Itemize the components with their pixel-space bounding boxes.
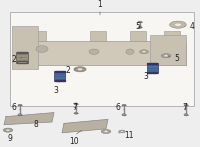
Bar: [12, 26, 38, 69]
Bar: [164, 31, 180, 41]
Text: 2: 2: [65, 66, 70, 75]
Ellipse shape: [74, 112, 78, 114]
Ellipse shape: [18, 114, 22, 115]
Bar: [54, 71, 65, 81]
Polygon shape: [62, 119, 108, 133]
Ellipse shape: [89, 49, 99, 54]
Ellipse shape: [170, 21, 186, 28]
Ellipse shape: [126, 49, 134, 54]
Bar: [16, 52, 28, 62]
Ellipse shape: [6, 129, 10, 131]
Ellipse shape: [3, 128, 13, 132]
Text: 11: 11: [124, 131, 134, 140]
Text: 5: 5: [174, 54, 179, 63]
Ellipse shape: [18, 104, 22, 106]
Ellipse shape: [121, 131, 123, 132]
Ellipse shape: [74, 67, 86, 72]
Bar: [147, 72, 157, 73]
Bar: [130, 31, 146, 41]
Text: 1: 1: [98, 0, 102, 9]
Bar: [16, 41, 186, 65]
Ellipse shape: [122, 114, 126, 115]
Text: 6: 6: [115, 103, 120, 112]
Text: 5: 5: [136, 22, 140, 31]
Text: 10: 10: [69, 137, 79, 146]
Ellipse shape: [138, 26, 142, 28]
Ellipse shape: [184, 104, 188, 106]
Text: 6: 6: [11, 103, 16, 112]
Ellipse shape: [138, 21, 142, 23]
Ellipse shape: [119, 130, 125, 133]
Polygon shape: [4, 113, 54, 125]
Bar: [146, 63, 158, 73]
Ellipse shape: [184, 114, 188, 115]
Ellipse shape: [74, 103, 78, 105]
Text: 4: 4: [190, 21, 195, 31]
Ellipse shape: [122, 104, 126, 106]
Bar: [17, 52, 27, 53]
Ellipse shape: [101, 129, 111, 134]
Ellipse shape: [104, 131, 108, 132]
Text: 2: 2: [11, 55, 16, 64]
Bar: [55, 80, 65, 81]
Text: 7: 7: [72, 103, 77, 112]
Ellipse shape: [36, 46, 48, 52]
Text: 3: 3: [143, 72, 148, 81]
Text: 9: 9: [8, 134, 12, 143]
Text: 3: 3: [54, 86, 58, 95]
Bar: [55, 71, 65, 72]
Ellipse shape: [164, 55, 168, 57]
Ellipse shape: [77, 68, 83, 70]
Bar: [150, 35, 186, 65]
Bar: [30, 31, 46, 41]
Text: 7: 7: [182, 103, 187, 112]
Bar: [90, 31, 106, 41]
Text: 8: 8: [34, 120, 39, 129]
Bar: [17, 61, 27, 62]
Ellipse shape: [142, 51, 146, 52]
Ellipse shape: [175, 23, 181, 26]
Bar: [10, 12, 194, 106]
Bar: [147, 63, 157, 64]
Ellipse shape: [161, 54, 171, 58]
Ellipse shape: [140, 50, 148, 54]
